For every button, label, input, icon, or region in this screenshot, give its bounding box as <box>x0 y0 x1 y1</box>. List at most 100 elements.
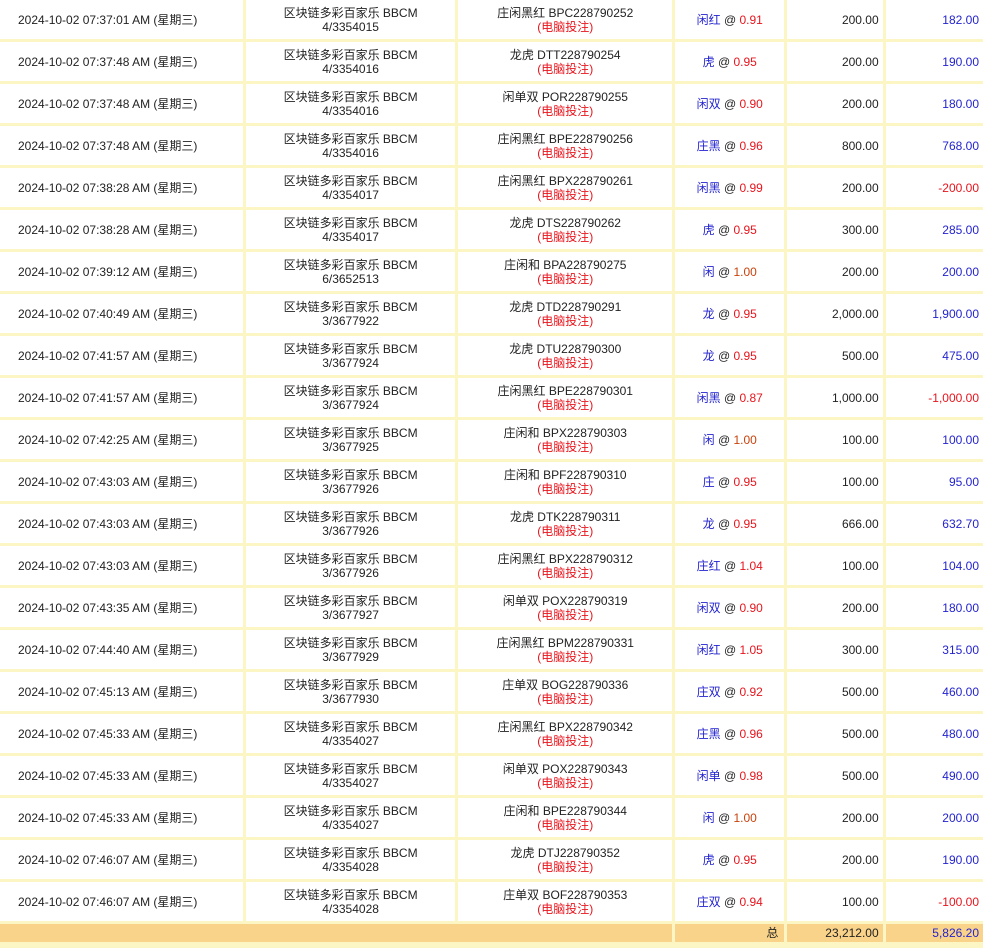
at-sign: @ <box>720 180 740 195</box>
bet-pick: 闲双 <box>696 600 721 615</box>
pick-cell: 庄黑 @ 0.96 <box>675 714 785 753</box>
table-row: 2024-10-02 07:45:33 AM (星期三) 区块链多彩百家乐 BBC… <box>0 714 983 753</box>
bet-stake: 800.00 <box>787 126 883 165</box>
game-name: 区块链多彩百家乐 BBCM <box>283 551 418 566</box>
bet-odds: 1.04 <box>739 558 763 573</box>
table-row: 2024-10-02 07:45:33 AM (星期三) 区块链多彩百家乐 BBC… <box>0 798 983 837</box>
bet-result: 768.00 <box>885 126 983 165</box>
bet-pick: 闲双 <box>696 96 721 111</box>
bet-pick: 闲 <box>702 264 715 279</box>
bet-result: -200.00 <box>885 168 983 207</box>
bet-stake: 500.00 <box>787 756 883 795</box>
game-cell: 区块链多彩百家乐 BBCM 3/3677926 <box>245 504 456 543</box>
bet-time: 2024-10-02 07:46:07 AM (星期三) <box>0 882 243 921</box>
bet-type: 闲单双 POX228790319 <box>502 593 628 608</box>
bet-source: (电脑投注) <box>537 103 594 118</box>
bet-pick: 庄双 <box>696 684 721 699</box>
bet-type-cell: 庄闲和 BPA228790275 (电脑投注) <box>458 252 673 291</box>
pick-cell: 闲红 @ 1.05 <box>675 630 785 669</box>
pick-cell: 虎 @ 0.95 <box>675 42 785 81</box>
bet-source: (电脑投注) <box>537 145 594 160</box>
bet-type: 庄闲和 BPX228790303 <box>503 425 627 440</box>
bet-type: 庄闲和 BPA228790275 <box>503 257 627 272</box>
bet-time: 2024-10-02 07:43:03 AM (星期三) <box>0 546 243 585</box>
bet-result: 190.00 <box>885 840 983 879</box>
pick-cell: 闲黑 @ 0.99 <box>675 168 785 207</box>
pick-cell: 闲 @ 1.00 <box>675 420 785 459</box>
bet-time: 2024-10-02 07:39:12 AM (星期三) <box>0 252 243 291</box>
game-name: 区块链多彩百家乐 BBCM <box>283 173 418 188</box>
at-sign: @ <box>720 138 740 153</box>
game-name: 区块链多彩百家乐 BBCM <box>283 635 418 650</box>
bet-time: 2024-10-02 07:40:49 AM (星期三) <box>0 294 243 333</box>
bet-stake: 200.00 <box>787 588 883 627</box>
bet-type-cell: 庄闲黑红 BPM228790331 (电脑投注) <box>458 630 673 669</box>
round-id: 4/3354028 <box>322 859 379 874</box>
bet-odds: 0.95 <box>733 54 757 69</box>
bet-result: -1,000.00 <box>885 378 983 417</box>
total-result: 5,826.20 <box>885 924 983 942</box>
round-id: 4/3354017 <box>322 229 379 244</box>
bet-odds: 0.95 <box>733 222 757 237</box>
game-name: 区块链多彩百家乐 BBCM <box>283 677 418 692</box>
table-row: 2024-10-02 07:37:48 AM (星期三) 区块链多彩百家乐 BBC… <box>0 42 983 81</box>
bet-source: (电脑投注) <box>537 271 594 286</box>
game-name: 区块链多彩百家乐 BBCM <box>283 467 418 482</box>
game-name: 区块链多彩百家乐 BBCM <box>283 509 418 524</box>
bet-time: 2024-10-02 07:42:25 AM (星期三) <box>0 420 243 459</box>
at-sign: @ <box>714 516 734 531</box>
bet-type: 庄单双 BOF228790353 <box>503 887 628 902</box>
bet-odds: 0.95 <box>733 852 757 867</box>
at-sign: @ <box>720 726 740 741</box>
table-row: 2024-10-02 07:43:35 AM (星期三) 区块链多彩百家乐 BBC… <box>0 588 983 627</box>
bet-type-cell: 庄单双 BOF228790353 (电脑投注) <box>458 882 673 921</box>
game-name: 区块链多彩百家乐 BBCM <box>283 803 418 818</box>
at-sign: @ <box>714 852 734 867</box>
bet-result: 480.00 <box>885 714 983 753</box>
game-name: 区块链多彩百家乐 BBCM <box>283 845 418 860</box>
bet-stake: 100.00 <box>787 462 883 501</box>
at-sign: @ <box>714 810 734 825</box>
game-cell: 区块链多彩百家乐 BBCM 4/3354027 <box>245 714 456 753</box>
bet-source: (电脑投注) <box>537 733 594 748</box>
table-row: 2024-10-02 07:43:03 AM (星期三) 区块链多彩百家乐 BBC… <box>0 546 983 585</box>
bet-result: 100.00 <box>885 420 983 459</box>
round-id: 4/3354016 <box>322 103 379 118</box>
bet-stake: 100.00 <box>787 882 883 921</box>
bet-result: 315.00 <box>885 630 983 669</box>
bet-pick: 龙 <box>702 348 715 363</box>
pick-cell: 闲 @ 1.00 <box>675 252 785 291</box>
game-cell: 区块链多彩百家乐 BBCM 4/3354016 <box>245 126 456 165</box>
bet-time: 2024-10-02 07:43:35 AM (星期三) <box>0 588 243 627</box>
bet-odds: 1.00 <box>733 810 757 825</box>
table-row: 2024-10-02 07:38:28 AM (星期三) 区块链多彩百家乐 BBC… <box>0 210 983 249</box>
bet-odds: 0.99 <box>739 180 763 195</box>
pick-cell: 龙 @ 0.95 <box>675 336 785 375</box>
pick-cell: 庄双 @ 0.94 <box>675 882 785 921</box>
bet-result: 490.00 <box>885 756 983 795</box>
at-sign: @ <box>720 390 740 405</box>
bet-time: 2024-10-02 07:37:01 AM (星期三) <box>0 0 243 39</box>
round-id: 4/3354027 <box>322 775 379 790</box>
bet-pick: 闲黑 <box>696 180 721 195</box>
table-row: 2024-10-02 07:41:57 AM (星期三) 区块链多彩百家乐 BBC… <box>0 336 983 375</box>
bet-rows: 2024-10-02 07:37:01 AM (星期三) 区块链多彩百家乐 BBC… <box>0 0 983 921</box>
bet-type-cell: 闲单双 POX228790319 (电脑投注) <box>458 588 673 627</box>
bet-source: (电脑投注) <box>537 817 594 832</box>
table-row: 2024-10-02 07:38:28 AM (星期三) 区块链多彩百家乐 BBC… <box>0 168 983 207</box>
pick-cell: 庄双 @ 0.92 <box>675 672 785 711</box>
game-name: 区块链多彩百家乐 BBCM <box>283 425 418 440</box>
bet-type: 庄闲黑红 BPX228790342 <box>497 719 633 734</box>
bet-result: 632.70 <box>885 504 983 543</box>
bet-time: 2024-10-02 07:45:33 AM (星期三) <box>0 756 243 795</box>
bet-type: 闲单双 POR228790255 <box>502 89 628 104</box>
bet-pick: 庄双 <box>696 894 721 909</box>
table-row: 2024-10-02 07:40:49 AM (星期三) 区块链多彩百家乐 BBC… <box>0 294 983 333</box>
round-id: 4/3354016 <box>322 61 379 76</box>
bet-time: 2024-10-02 07:45:33 AM (星期三) <box>0 798 243 837</box>
at-sign: @ <box>714 432 734 447</box>
bet-time: 2024-10-02 07:43:03 AM (星期三) <box>0 504 243 543</box>
bet-stake: 200.00 <box>787 798 883 837</box>
game-name: 区块链多彩百家乐 BBCM <box>283 341 418 356</box>
